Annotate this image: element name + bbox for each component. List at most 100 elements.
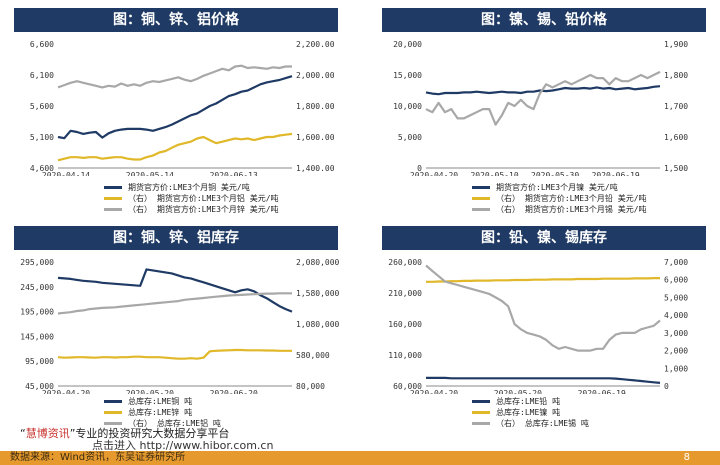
y-left-tick-label: 5,100 (30, 133, 54, 142)
y-left-tick-label: 0 (417, 164, 422, 173)
y-left-tick-label: 145,000 (20, 332, 54, 341)
chart-panel-1: 图：铜、锌、铝价格 4,600 5,100 5,600 6,100 6,600 1,400… (6, 4, 346, 214)
y-right-tick-label: 0 (664, 382, 669, 391)
y-left-tick-label: 20,000 (393, 40, 422, 49)
x-tick-label: 2020-05-20 (126, 389, 174, 394)
legend-item: （右） 期货官方价:LME3个月锌 美元/吨 (104, 204, 279, 215)
series-line (57, 348, 292, 360)
chart-legend: 期货官方价:LME3个月镍 美元/吨 （右） 期货官方价:LME3个月铅 美元/… (472, 182, 647, 215)
line-chart: 0 5,000 10,000 15,000 20,000 1,500 1,600 1,700 1… (393, 40, 688, 176)
x-tick-label: 2020-05-10 (470, 171, 518, 176)
y-right-tick-label: 1,580,000 (296, 289, 340, 298)
series-line (425, 70, 661, 126)
legend-item: 期货官方价:LME3个月铜 美元/吨 (104, 182, 279, 193)
promo-quote: ” (69, 427, 76, 440)
y-left-tick-label: 15,000 (393, 71, 422, 80)
x-tick-label: 2020-06-19 (592, 171, 640, 176)
y-right-tick-label: 2,200.00 (296, 40, 335, 49)
x-tick-label: 2020-06-20 (210, 389, 258, 394)
y-right-tick-label: 1,500 (664, 164, 688, 173)
series-line (57, 64, 292, 89)
chart-panel-3: 图：铜、锌、铝库存 45,000 95,000 145,000 195,000 245,… (6, 222, 346, 429)
y-right-tick-label: 1,600 (664, 133, 688, 142)
y-left-tick-label: 160,000 (388, 320, 422, 329)
legend-item: 总库存:LME铜 吨 (104, 396, 221, 407)
y-left-tick-label: 210,000 (388, 289, 422, 298)
legend-item: 期货官方价:LME3个月镍 美元/吨 (472, 182, 647, 193)
promo-quote: “ (20, 427, 26, 440)
watermark-link[interactable]: 点击进入 http://www.hibor.com.cn (92, 439, 274, 452)
legend-item: （右） 期货官方价:LME3个月铅 美元/吨 (472, 193, 647, 204)
x-tick-label: 2020-04-20 (410, 389, 458, 394)
chart-title: 图：镍、锡、铅价格 (382, 8, 706, 32)
chart-legend: 总库存:LME铜 吨 总库存:LME锌 吨 （右） 总库存:LME铝 吨 (104, 396, 221, 429)
y-left-tick-label: 60,000 (393, 382, 422, 391)
y-right-tick-label: 580,000 (296, 351, 330, 360)
promo-brand[interactable]: 慧博资讯 (25, 427, 70, 440)
chart-legend: 期货官方价:LME3个月铜 美元/吨 （右） 期货官方价:LME3个月铝 美元/… (104, 182, 279, 215)
x-tick-label: 2020-04-20 (42, 389, 90, 394)
y-right-tick-label: 1,800 (664, 71, 688, 80)
y-left-tick-label: 10,000 (393, 102, 422, 111)
y-right-tick-label: 2,080,000 (296, 258, 340, 267)
series-line (57, 268, 293, 313)
y-right-tick-label: 7,000 (664, 258, 688, 267)
chart-panel-2: 图：镍、锡、铅价格 0 5,000 10,000 15,000 20,000 1,500 1… (374, 4, 714, 214)
legend-item: 总库存:LME锌 吨 (104, 407, 221, 418)
y-right-tick-label: 1,700 (664, 102, 688, 111)
y-left-tick-label: 5,000 (398, 133, 422, 142)
y-right-tick-label: 3,000 (664, 329, 688, 338)
y-right-tick-label: 1,080,000 (296, 320, 340, 329)
series-line (57, 132, 293, 162)
y-left-tick-label: 295,000 (20, 258, 54, 267)
x-tick-label: 2020-05-30 (531, 171, 579, 176)
y-right-tick-label: 1,000 (664, 364, 688, 373)
series-line (57, 292, 292, 315)
page-number: 8 (683, 452, 690, 463)
legend-item: （右） 总库存:LME铝 吨 (104, 418, 221, 429)
y-left-tick-label: 95,000 (25, 357, 54, 366)
chart-panel-4: 图：铅、镍、锡库存 60,000 110,000 160,000 210,000 260… (374, 222, 714, 429)
y-right-tick-label: 80,000 (296, 382, 325, 391)
legend-item: （右） 期货官方价:LME3个月铝 美元/吨 (104, 193, 279, 204)
y-right-tick-label: 2,000.00 (296, 71, 335, 80)
x-tick-label: 2020-06-19 (578, 389, 626, 394)
y-left-tick-label: 260,000 (388, 258, 422, 267)
y-right-tick-label: 5,000 (664, 293, 688, 302)
y-right-tick-label: 2,000 (664, 347, 688, 356)
promo-text: 专业的投资研究大数据分享平台 (75, 427, 230, 440)
x-tick-label: 2020-06-13 (210, 171, 258, 176)
line-chart: 4,600 5,100 5,600 6,100 6,600 1,400.00 1,600.0… (30, 40, 335, 176)
legend-item: 总库存:LME铅 吨 (472, 396, 589, 407)
y-left-tick-label: 195,000 (20, 308, 54, 317)
data-source: 数据来源：Wind资讯，东吴证券研究所 (10, 452, 186, 463)
series-line (57, 75, 293, 140)
y-left-tick-label: 245,000 (20, 283, 54, 292)
series-line (426, 277, 660, 283)
y-left-tick-label: 6,600 (30, 40, 54, 49)
legend-item: （右） 期货官方价:LME3个月锡 美元/吨 (472, 204, 647, 215)
y-right-tick-label: 6,000 (664, 276, 688, 285)
y-right-tick-label: 4,000 (664, 311, 688, 320)
y-right-tick-label: 1,600.00 (296, 133, 335, 142)
line-chart: 60,000 110,000 160,000 210,000 260,000 0 1,000… (388, 258, 688, 394)
series-line (425, 264, 661, 352)
x-tick-label: 2020-04-14 (42, 171, 90, 176)
x-tick-label: 2020-05-14 (126, 171, 174, 176)
y-right-tick-label: 1,800.00 (296, 102, 335, 111)
series-line (426, 376, 661, 384)
chart-title: 图：铅、镍、锡库存 (382, 226, 706, 250)
y-left-tick-label: 45,000 (25, 382, 54, 391)
chart-title: 图：铜、锌、铝价格 (14, 8, 338, 32)
legend-item: （右） 总库存:LME锡 吨 (472, 418, 589, 429)
footer-bar (0, 451, 720, 465)
y-left-tick-label: 5,600 (30, 102, 54, 111)
line-chart: 45,000 95,000 145,000 195,000 245,000 295,000… (20, 258, 340, 394)
y-right-tick-label: 1,400.00 (296, 164, 335, 173)
x-tick-label: 2020-04-20 (410, 171, 458, 176)
y-left-tick-label: 4,600 (30, 164, 54, 173)
y-left-tick-label: 6,100 (30, 71, 54, 80)
y-left-tick-label: 110,000 (388, 351, 422, 360)
y-right-tick-label: 1,900 (664, 40, 688, 49)
chart-legend: 总库存:LME铅 吨 总库存:LME镍 吨 （右） 总库存:LME锡 吨 (472, 396, 589, 429)
